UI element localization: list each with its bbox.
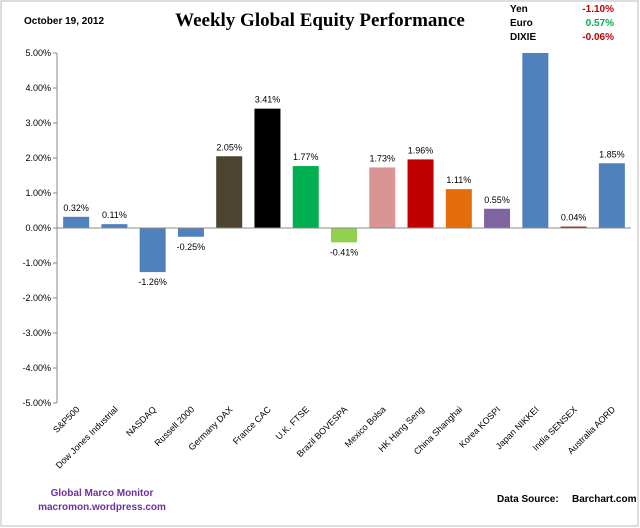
y-tick-label: 1.00%: [25, 188, 51, 198]
value-label: 2.05%: [216, 142, 242, 152]
value-label: 1.11%: [446, 175, 471, 185]
chart-title: Weekly Global Equity Performance: [175, 10, 465, 31]
value-label: 3.41%: [255, 95, 281, 105]
fx-name: DIXIE: [510, 32, 536, 43]
value-label: -1.26%: [138, 277, 167, 287]
bar: [216, 156, 243, 228]
bar: [292, 166, 319, 228]
fx-value: -1.10%: [582, 4, 614, 15]
value-label: -0.25%: [177, 242, 206, 252]
y-tick-label: -2.00%: [22, 293, 51, 303]
fx-value: -0.06%: [582, 32, 614, 43]
bar: [254, 108, 281, 228]
value-label: 1.85%: [599, 149, 625, 159]
y-tick-label: -5.00%: [22, 398, 51, 408]
value-label: 1.96%: [408, 145, 434, 155]
value-label: 0.32%: [63, 203, 89, 213]
bar: [63, 216, 90, 228]
y-tick-label: 3.00%: [25, 118, 51, 128]
bar: [331, 228, 357, 243]
bar: [522, 53, 549, 228]
bar: [445, 189, 472, 228]
bar: [101, 224, 128, 228]
fx-value: 0.57%: [586, 18, 614, 29]
y-tick-label: -3.00%: [22, 328, 51, 338]
source: Barchart.com: [572, 494, 637, 505]
y-tick-label: 4.00%: [25, 83, 51, 93]
bar: [407, 159, 434, 228]
value-label: 0.11%: [102, 210, 127, 220]
y-tick-label: -4.00%: [22, 363, 51, 373]
footer-name: Global Marco Monitor: [51, 488, 154, 499]
fx-name: Yen: [510, 4, 528, 15]
y-tick-label: 2.00%: [25, 153, 51, 163]
footer-url: macromon.wordpress.com: [38, 502, 166, 513]
bar: [177, 228, 204, 237]
value-label: 1.73%: [370, 153, 396, 163]
source-label: Data Source:: [497, 494, 559, 505]
value-label: 0.04%: [561, 213, 587, 223]
fx-name: Euro: [510, 18, 533, 29]
bar: [369, 167, 396, 228]
bar: [560, 226, 587, 228]
y-tick-label: 5.00%: [25, 48, 51, 58]
value-label: -0.41%: [330, 247, 359, 257]
bar: [139, 228, 166, 273]
value-label: 1.77%: [293, 152, 319, 162]
y-tick-label: 0.00%: [25, 223, 51, 233]
bar: [484, 208, 511, 228]
plot: [63, 53, 625, 273]
date: October 19, 2012: [24, 16, 104, 27]
bar: [598, 163, 625, 228]
y-tick-label: -1.00%: [22, 258, 51, 268]
value-label: 0.55%: [484, 195, 510, 205]
